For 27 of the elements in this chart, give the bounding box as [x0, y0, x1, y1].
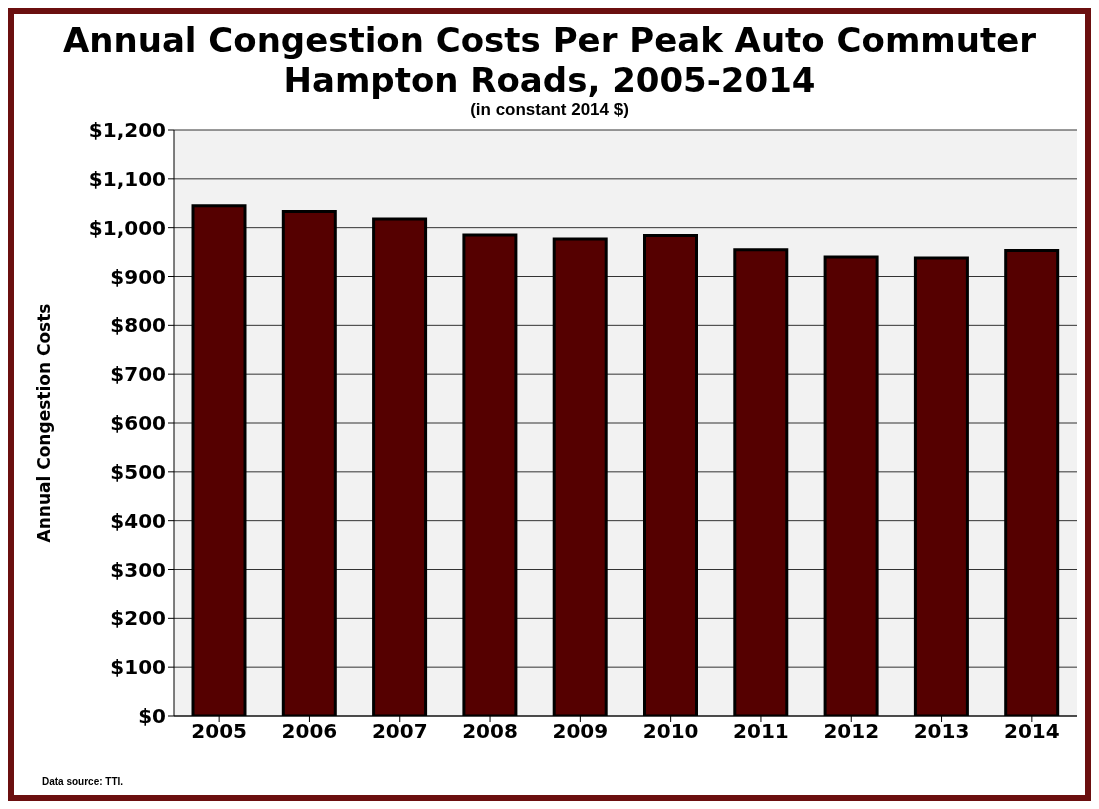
y-tick-label: $1,100	[88, 166, 166, 191]
y-tick-label: $300	[110, 557, 166, 582]
x-tick-label: 2010	[642, 719, 699, 744]
x-tick-label: 2011	[733, 719, 789, 744]
y-tick-label: $900	[110, 264, 166, 289]
y-tick-label: $400	[110, 508, 166, 533]
x-tick-label: 2006	[281, 719, 338, 744]
x-tick-label: 2014	[1004, 719, 1060, 744]
x-tick-label: 2013	[913, 719, 970, 744]
y-tick-label: $600	[110, 411, 166, 436]
y-tick-label: $800	[110, 313, 166, 338]
x-tick-label: 2007	[371, 719, 428, 744]
y-tick-label: $100	[110, 655, 166, 680]
y-tick-label: $0	[138, 704, 166, 729]
y-tick-label: $1,200	[88, 118, 166, 143]
x-tick-label: 2009	[552, 719, 609, 744]
y-axis-title: Annual Congestion Costs	[34, 303, 55, 543]
x-tick-label: 2012	[823, 719, 880, 744]
y-tick-label: $700	[110, 362, 166, 387]
chart-subtitle: (in constant 2014 $)	[469, 100, 630, 120]
y-tick-label: $500	[110, 459, 166, 484]
x-tick-label: 2005	[191, 719, 247, 744]
y-tick-label: $200	[110, 606, 166, 631]
source-note: Data source: TTI.	[42, 776, 124, 787]
chart-title: Annual Congestion Costs Per Peak Auto Commuter Hampton Roads, 2005-2014	[61, 20, 1038, 100]
y-tick-label: $1,000	[88, 215, 166, 240]
x-tick-label: 2008	[462, 719, 518, 744]
